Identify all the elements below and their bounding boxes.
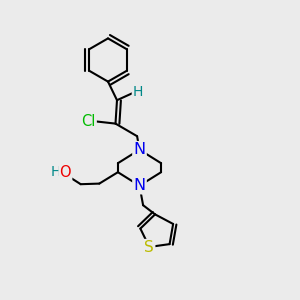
Text: S: S bbox=[145, 240, 154, 255]
Text: N: N bbox=[134, 178, 146, 193]
Text: H: H bbox=[133, 85, 143, 99]
Text: Cl: Cl bbox=[81, 114, 96, 129]
Text: N: N bbox=[134, 142, 146, 157]
Text: O: O bbox=[60, 165, 71, 180]
Text: H: H bbox=[51, 166, 61, 179]
